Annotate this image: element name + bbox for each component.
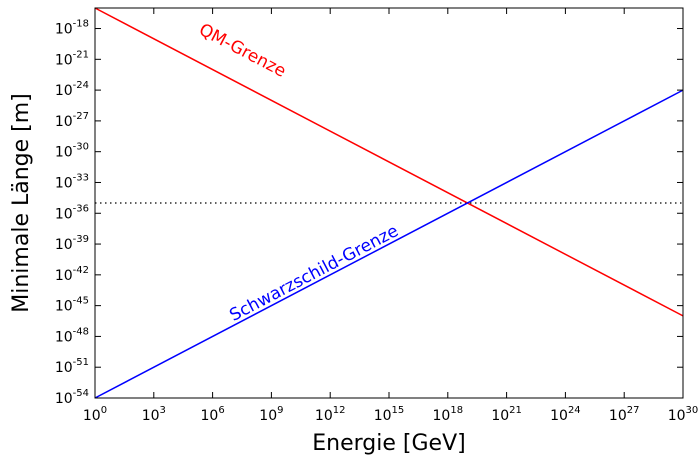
y-tick-label: 10-21 — [55, 49, 89, 68]
x-tick-label: 109 — [259, 405, 283, 424]
y-tick-label: 10-54 — [55, 388, 89, 407]
x-tick-label: 100 — [83, 405, 107, 424]
series-line-qm-grenze — [94, 7, 684, 317]
y-tick-label: 10-33 — [55, 172, 89, 191]
x-tick-label: 1024 — [550, 405, 581, 424]
x-axis-title: Energie [GeV] — [312, 431, 465, 456]
y-tick-label: 10-45 — [55, 296, 89, 315]
y-tick-label: 10-42 — [55, 265, 89, 284]
y-tick-label: 10-27 — [55, 111, 89, 130]
y-tick-label: 10-24 — [55, 80, 89, 99]
y-tick-label: 10-48 — [55, 326, 89, 345]
x-tick-label: 1021 — [491, 405, 522, 424]
y-tick-label: 10-18 — [55, 19, 89, 38]
plot-area — [95, 8, 683, 398]
y-tick-label: 10-30 — [55, 142, 89, 161]
x-tick-label: 106 — [200, 405, 224, 424]
y-tick-label: 10-51 — [55, 357, 89, 376]
x-tick-label: 1012 — [315, 405, 346, 424]
x-tick-label: 1015 — [374, 405, 405, 424]
x-tick-label: 1027 — [609, 405, 640, 424]
x-tick-label: 103 — [142, 405, 166, 424]
y-tick-label: 10-36 — [55, 203, 89, 222]
series-line-schwarzschild-grenze — [94, 89, 684, 399]
x-tick-label: 1018 — [433, 405, 464, 424]
x-tick-label: 1030 — [668, 405, 699, 424]
y-axis-title: Minimale Länge [m] — [9, 93, 34, 312]
y-tick-label: 10-39 — [55, 234, 89, 253]
